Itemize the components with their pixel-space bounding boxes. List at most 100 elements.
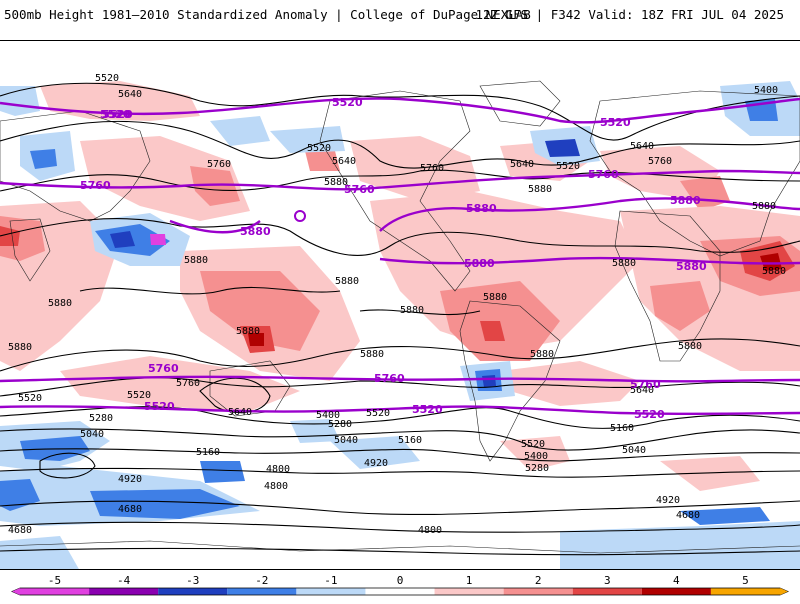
neg-anomaly-region (0, 479, 40, 511)
height-label: 4680 (8, 525, 32, 536)
height-label-highlight: 5520 (412, 403, 443, 416)
height-label: 5640 (228, 407, 252, 418)
coastlines (0, 80, 800, 554)
contour-line (0, 467, 800, 478)
height-label-highlight: 5520 (102, 108, 133, 121)
colorbar-tick-label: 0 (396, 574, 404, 587)
map-panel: 5520 5640 5520 5640 5760 5880 5880 5880 … (0, 40, 800, 570)
colorbar-tick-label: -1 (324, 574, 338, 587)
pos-anomaly-region (0, 226, 20, 246)
pos-anomaly-region (190, 166, 240, 206)
height-label: 5880 (8, 342, 32, 353)
height-label: 5880 (612, 258, 636, 269)
neg-anomaly-region (110, 231, 135, 248)
map-title: 500mb Height 1981–2010 Standardized Anom… (4, 7, 531, 22)
contour-line (0, 500, 800, 516)
height-label-highlight: 5520 (332, 96, 363, 109)
colorbar-tick-label: -5 (47, 574, 62, 587)
height-label: 5040 (622, 445, 646, 456)
height-label: 5160 (398, 435, 422, 446)
height-label: 5760 (176, 378, 200, 389)
colorbar-tick-label: 3 (603, 574, 611, 587)
contour-5880-closed-small (294, 210, 306, 222)
neg-anomaly-region (30, 149, 57, 169)
colorbar-segment (227, 588, 297, 595)
height-label: 4920 (656, 495, 680, 506)
contour-line (0, 120, 800, 169)
height-label-highlight: 5520 (634, 408, 665, 421)
contour-5880-subtropic (379, 256, 800, 265)
neg-anomaly-region (0, 536, 79, 569)
height-label: 4800 (418, 525, 442, 536)
neg-anomaly-region (150, 234, 166, 245)
height-label: 5760 (648, 156, 672, 167)
height-label: 5520 (556, 161, 580, 172)
height-label: 5400 (524, 451, 548, 462)
header: 500mb Height 1981–2010 Standardized Anom… (0, 0, 800, 40)
pos-anomaly-region (248, 333, 264, 346)
neg-anomaly-region (560, 521, 800, 569)
pos-anomaly-region (650, 281, 710, 331)
colorbar-segment (89, 588, 159, 595)
height-label: 5520 (521, 439, 545, 450)
colorbar-tick-label: 5 (742, 574, 749, 587)
pos-anomaly-region (200, 271, 320, 351)
colorbar-segment (572, 588, 642, 595)
contour-line (0, 448, 800, 462)
height-label: 5880 (335, 276, 359, 287)
height-label: 5880 (530, 349, 554, 360)
height-label: 5880 (528, 184, 552, 195)
height-label: 5280 (525, 463, 549, 474)
contour-line (0, 406, 800, 429)
height-label-highlight: 5520 (600, 116, 631, 129)
contour-5760-south (0, 375, 800, 383)
contour-line (0, 338, 800, 372)
pos-anomaly-region (0, 216, 45, 261)
africa-outline (614, 210, 721, 362)
colorbar-segment (365, 588, 435, 595)
height-label: 5520 (95, 73, 119, 84)
height-label: 5880 (752, 201, 776, 212)
height-label: 5280 (89, 413, 113, 424)
height-label: 5880 (483, 292, 507, 303)
height-label: 5880 (236, 326, 260, 337)
colorbar-segment (434, 588, 504, 595)
colorbar-segment (20, 588, 90, 595)
height-label: 4920 (118, 474, 142, 485)
colorbar-segment (296, 588, 366, 595)
height-label-highlight: 5880 (466, 202, 497, 215)
pos-anomaly-region (660, 456, 760, 491)
pos-anomaly-region (500, 436, 570, 471)
contour-5520-south (0, 405, 800, 416)
north-america-outline (319, 90, 471, 292)
height-label-highlight: 5880 (240, 225, 271, 238)
height-label: 5280 (328, 419, 352, 430)
height-label: 4920 (364, 458, 388, 469)
contour-5880-north (169, 197, 800, 234)
height-label-highlight: 5520 (144, 400, 175, 413)
greenland-outline (479, 80, 561, 127)
neg-anomaly-region (330, 436, 420, 469)
pos-anomaly-region (500, 361, 640, 406)
height-label: 4680 (676, 510, 700, 521)
height-label: 5640 (630, 385, 654, 396)
height-label: 4800 (264, 481, 288, 492)
height-label-highlight: 5520 (100, 108, 131, 121)
height-label: 5880 (678, 341, 702, 352)
height-label: 5520 (366, 408, 390, 419)
contour-line (0, 547, 800, 556)
height-label: 5040 (80, 429, 104, 440)
height-label: 5880 (324, 177, 348, 188)
height-label: 5520 (127, 390, 151, 401)
colorbar-segment (641, 588, 711, 595)
height-label: 5880 (400, 305, 424, 316)
height-label-highlight: 5760 (374, 372, 405, 385)
colorbar-tick-label: -4 (117, 574, 131, 587)
colorbar-tick-label: -2 (255, 574, 269, 587)
neg-anomaly-region (270, 126, 345, 153)
height-label: 5760 (420, 163, 444, 174)
neg-anomaly-region (210, 116, 270, 146)
height-label: 5520 (18, 393, 42, 404)
height-label: 5400 (754, 85, 778, 96)
model-run-info: 12Z GFS | F342 Valid: 18Z FRI JUL 04 202… (475, 7, 784, 22)
